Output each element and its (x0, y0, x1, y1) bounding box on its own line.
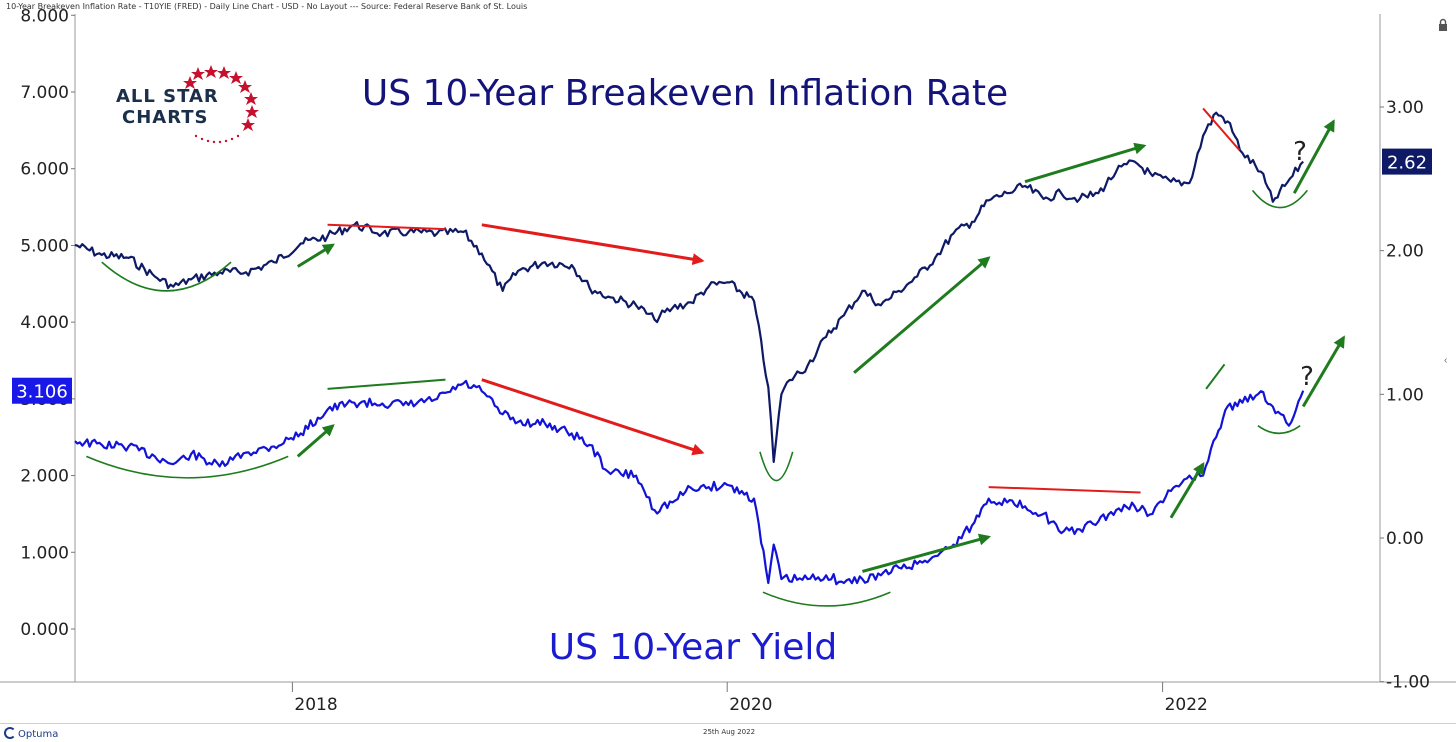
breakeven-bottom-arc (1251, 189, 1308, 209)
chart-date: 25th Aug 2022 (703, 728, 756, 736)
yield-trendline-up (1205, 363, 1226, 390)
breakeven-question-mark: ? (1293, 137, 1307, 167)
breakeven-up-arrow (1024, 142, 1147, 184)
x-tick-label: 2018 (294, 695, 337, 715)
lock-icon[interactable] (1437, 18, 1451, 32)
logo-text-line1: ALL STAR (116, 86, 219, 107)
x-tick-label: 2022 (1165, 695, 1208, 715)
breakeven-up-arrow (853, 256, 991, 374)
yield-question-mark: ? (1300, 362, 1314, 392)
yield-trendline-down (988, 486, 1141, 494)
breakeven-up-arrow (1292, 119, 1335, 194)
yield-trendline-up (327, 378, 446, 390)
breakeven-bottom-arc (101, 261, 232, 292)
breakeven-last-value-label: 2.62 (1387, 153, 1427, 174)
left-tick-label: 4.000 (20, 313, 69, 333)
right-tick-label: 2.00 (1386, 242, 1424, 262)
panel-collapse-icon[interactable]: ‹ (1444, 355, 1448, 366)
left-tick-label: 0.000 (20, 620, 69, 640)
yield-last-value-badge (12, 377, 72, 404)
left-tick-label: 1.000 (20, 543, 69, 563)
yield-down-arrow (481, 378, 705, 456)
yield-bottom-arc (1257, 425, 1301, 435)
breakeven-trendline-down (1202, 107, 1241, 151)
optuma-label: Optuma (18, 729, 59, 740)
yield-up-arrow (296, 424, 335, 458)
breakeven-last-value-badge (1382, 148, 1432, 175)
yield-last-value-label: 3.106 (16, 382, 68, 403)
yield-series-line (74, 379, 1305, 586)
left-tick-label: 6.000 (20, 160, 69, 180)
yield-title: US 10-Year Yield (549, 627, 838, 668)
breakeven-trendline-down (327, 223, 446, 231)
yield-up-arrow (862, 533, 991, 573)
lock-glyph (1439, 18, 1447, 31)
right-tick-label: -1.00 (1386, 673, 1430, 693)
logo-stars-icon (183, 65, 259, 144)
chart-caption: 10-Year Breakeven Inflation Rate - T10YI… (6, 2, 528, 11)
yield-bottom-arc (86, 455, 289, 479)
right-tick-label: 0.00 (1386, 529, 1424, 549)
logo-text-line2: CHARTS (122, 107, 209, 128)
breakeven-title: US 10-Year Breakeven Inflation Rate (362, 73, 1008, 114)
breakeven-up-arrow (296, 243, 335, 268)
right-tick-label: 3.00 (1386, 98, 1424, 118)
all-star-charts-logo: ALL STAR CHARTS (108, 62, 273, 152)
breakeven-series-line (74, 111, 1304, 463)
left-tick-label: 7.000 (20, 83, 69, 103)
breakeven-down-arrow (481, 223, 705, 266)
yield-up-arrow (1169, 462, 1205, 519)
right-tick-label: 1.00 (1386, 385, 1424, 405)
status-bar: Optuma 25th Aug 2022 (0, 723, 1456, 742)
optuma-icon (4, 727, 16, 739)
yield-bottom-arc (762, 591, 891, 607)
optuma-brand: Optuma (4, 727, 58, 740)
left-tick-label: 8.000 (20, 6, 69, 26)
yield-up-arrow (1301, 335, 1345, 408)
x-tick-label: 2020 (729, 695, 772, 715)
left-tick-label: 5.000 (20, 236, 69, 256)
left-tick-label: 2.000 (20, 467, 69, 487)
breakeven-bottom-arc (759, 451, 794, 482)
